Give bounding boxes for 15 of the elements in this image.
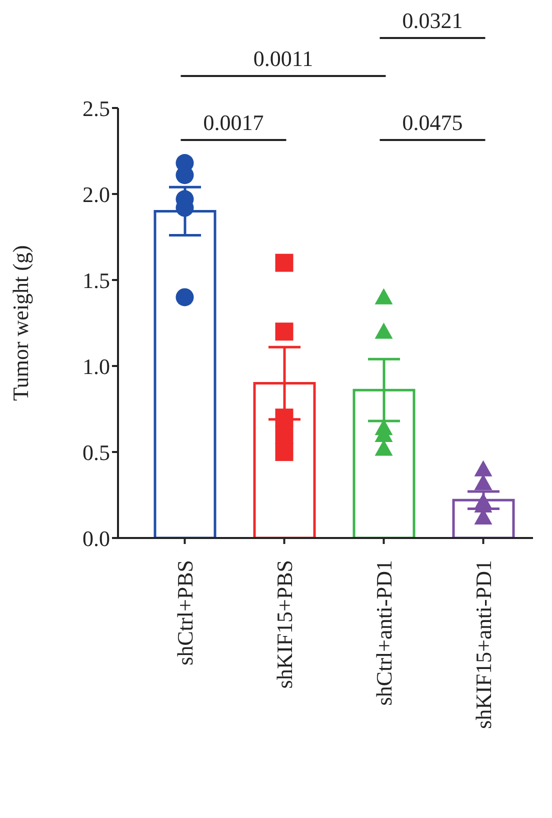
y-tick-label: 0.0 [82,526,110,551]
y-tick-label: 0.5 [82,440,110,465]
y-tick-label: 1.0 [82,354,110,379]
y-axis-title: Tumor weight (g) [8,245,33,401]
text: 0.0011 [253,46,314,71]
x-tick-label: shCtrl+PBS [172,560,198,666]
annotation: 0.0017 [203,110,264,135]
y-tick-label: 1.5 [82,268,110,293]
x-tick-label: shKIF15+PBS [272,560,297,689]
y-tick-label: 2.5 [82,96,110,121]
x-tick-label: shCtrl+anti-PD1 [371,560,396,706]
annotation: 0.0475 [402,110,463,135]
y-tick-label: 2.0 [82,182,110,207]
text: 0.0321 [402,8,463,33]
x-tick-label: shKIF15+anti-PD1 [470,560,496,729]
